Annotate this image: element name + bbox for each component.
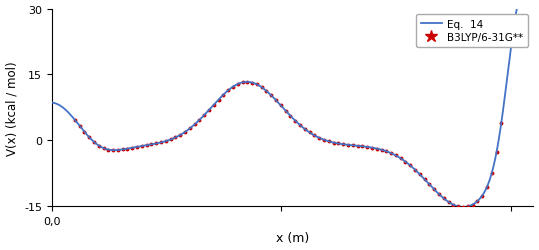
Eq.  14 [505, 73, 511, 76]
Eq.  14 [460, 206, 466, 209]
Eq.  14 [250, 82, 257, 85]
Y-axis label: V(x) (kcal / mol): V(x) (kcal / mol) [5, 61, 18, 155]
Eq.  14 [272, 98, 279, 102]
Legend: Eq.  14, B3LYP/6-31G**: Eq. 14, B3LYP/6-31G** [416, 15, 528, 48]
Eq.  14 [390, 153, 397, 156]
Eq.  14 [246, 81, 253, 84]
Line: Eq.  14: Eq. 14 [52, 0, 522, 207]
Eq.  14 [49, 102, 55, 105]
X-axis label: x (m): x (m) [276, 232, 309, 244]
Eq.  14 [481, 191, 487, 194]
